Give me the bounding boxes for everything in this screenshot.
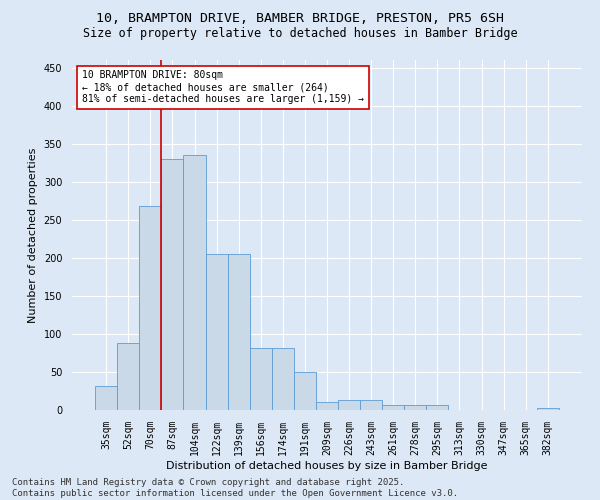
Bar	[117, 343, 139, 410]
Bar	[227, 254, 250, 410]
Bar	[161, 159, 184, 410]
Bar	[250, 348, 272, 410]
Bar	[360, 400, 382, 410]
Bar	[272, 348, 294, 410]
Y-axis label: Number of detached properties: Number of detached properties	[28, 148, 38, 322]
Bar	[206, 254, 227, 410]
Text: Size of property relative to detached houses in Bamber Bridge: Size of property relative to detached ho…	[83, 28, 517, 40]
X-axis label: Distribution of detached houses by size in Bamber Bridge: Distribution of detached houses by size …	[166, 460, 488, 470]
Bar	[338, 400, 360, 410]
Bar	[404, 404, 427, 410]
Text: 10, BRAMPTON DRIVE, BAMBER BRIDGE, PRESTON, PR5 6SH: 10, BRAMPTON DRIVE, BAMBER BRIDGE, PREST…	[96, 12, 504, 26]
Bar	[139, 206, 161, 410]
Text: 10 BRAMPTON DRIVE: 80sqm
← 18% of detached houses are smaller (264)
81% of semi-: 10 BRAMPTON DRIVE: 80sqm ← 18% of detach…	[82, 70, 364, 104]
Bar	[184, 155, 206, 410]
Bar	[382, 406, 404, 410]
Bar	[95, 386, 117, 410]
Bar	[427, 404, 448, 410]
Bar	[537, 408, 559, 410]
Bar	[316, 402, 338, 410]
Text: Contains HM Land Registry data © Crown copyright and database right 2025.
Contai: Contains HM Land Registry data © Crown c…	[12, 478, 458, 498]
Bar	[294, 372, 316, 410]
